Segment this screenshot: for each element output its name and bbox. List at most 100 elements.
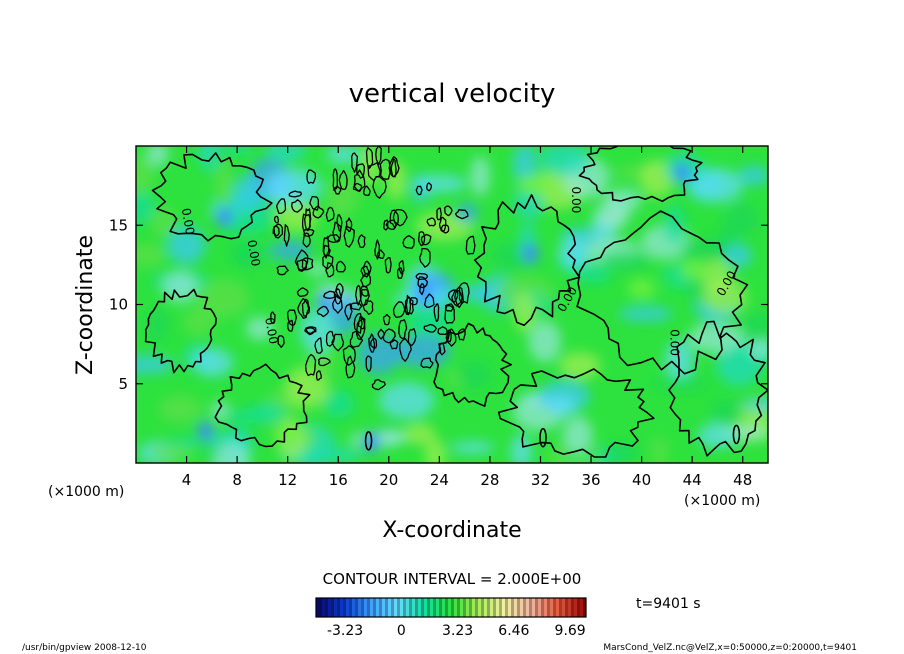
contour-loop (277, 335, 285, 348)
colorbar-stripe (568, 598, 572, 617)
field-blob (605, 444, 642, 461)
colorbar-stripe (418, 598, 422, 617)
colorbar-frame (315, 597, 587, 618)
x-tick-label-6: 28 (480, 471, 499, 489)
plot-area: 0.000.000.000.000.000.000.00 (136, 146, 768, 463)
contour-loop (309, 195, 320, 211)
x-tick-label-7: 32 (531, 471, 550, 489)
field-blob (558, 236, 590, 269)
field-blob (148, 443, 194, 463)
contour-loop (398, 260, 405, 275)
contour-loop (302, 228, 315, 237)
field-blob (513, 291, 536, 333)
field-blob (674, 162, 691, 183)
x-tick-label-4: 20 (379, 471, 398, 489)
contour-loop (345, 217, 353, 233)
contour-loop (316, 305, 330, 318)
contour-loop (444, 303, 455, 312)
field-blob (627, 278, 656, 299)
field-blob (252, 402, 287, 424)
contour-loop (371, 378, 386, 391)
field-blob (650, 436, 668, 463)
contour-loop (351, 152, 358, 173)
colorbar-stripe (499, 598, 503, 617)
field-blob (378, 430, 408, 444)
contour-loop (344, 303, 353, 321)
contour-loop (447, 289, 459, 304)
colorbar-stripe (487, 598, 491, 617)
contour-loop (333, 288, 342, 305)
colorbar-stripe (349, 598, 353, 617)
field-blob (510, 434, 533, 463)
contour-loop (423, 293, 435, 308)
contour-loop (273, 215, 280, 224)
colorbar-stripe (532, 598, 536, 617)
colorbar-stripe (391, 598, 395, 617)
colorbar-tick-label-4: 9.69 (555, 623, 586, 639)
colorbar-stripe (361, 598, 365, 617)
colorbar-stripe (394, 598, 398, 617)
colorbar-stripe (556, 598, 560, 617)
colorbar-stripe (328, 598, 332, 617)
field-blob (197, 421, 214, 442)
contour-loop (436, 207, 442, 221)
contour-loop (457, 328, 466, 341)
colorbar-stripe (406, 598, 410, 617)
colorbar-stripe (340, 598, 344, 617)
field-blob (236, 241, 255, 271)
contour-loop (576, 210, 749, 375)
colorbar-stripe (535, 598, 539, 617)
contour-loop (377, 328, 385, 340)
contour-loop (288, 190, 303, 198)
footer-right: MarsCond_VelZ.nc@VelZ,x=0:50000,z=0:2000… (603, 643, 857, 653)
colorbar-stripe (376, 598, 380, 617)
colorbar-stripe (562, 598, 566, 617)
colorbar-stripe (346, 598, 350, 617)
contour-loop (445, 328, 457, 347)
contour-loop (312, 205, 325, 219)
contour-label-6: 0.00 (569, 187, 583, 214)
velocity-field (136, 146, 768, 463)
contour-loop (367, 162, 381, 182)
contour-loop (296, 287, 309, 298)
contour-loop (275, 198, 287, 214)
field-blob (726, 201, 758, 236)
contour-interval-text: CONTOUR INTERVAL = 2.000E+00 (323, 570, 582, 588)
contour-loop (372, 175, 387, 199)
contour-loop (304, 327, 316, 336)
colorbar-stripe (547, 598, 551, 617)
field-blob (326, 175, 359, 217)
contour-loop (291, 199, 303, 213)
field-blob (528, 320, 562, 363)
field-blob (216, 207, 233, 228)
contour-loop (365, 355, 372, 372)
contour-loop (296, 259, 308, 272)
colorbar-stripe (583, 598, 587, 617)
contour-loop (426, 182, 433, 192)
colorbar-stripe (517, 598, 521, 617)
field-blob (741, 310, 768, 345)
field-blob (378, 382, 435, 420)
contour-loop (438, 216, 447, 233)
colorbar-stripe (367, 598, 371, 617)
contour-lines (144, 146, 768, 458)
colorbar-stripe (319, 598, 323, 617)
colorbar-stripe (511, 598, 515, 617)
x-tick-label-2: 12 (278, 471, 297, 489)
contour-loop (451, 290, 463, 307)
contour-loop (539, 427, 547, 448)
field-blob (265, 168, 323, 205)
field-blob (652, 376, 709, 391)
colorbar-stripe (373, 598, 377, 617)
colorbar-stripe (457, 598, 461, 617)
field-blob (662, 204, 686, 245)
contour-loop (418, 231, 426, 247)
contour-loop (392, 301, 406, 318)
colorbar-stripe (337, 598, 341, 617)
colorbar-stripe (334, 598, 338, 617)
field-blob (317, 291, 334, 312)
y-tick-label-2: 15 (109, 216, 128, 234)
colorbar-stripe (439, 598, 443, 617)
contour-loop (419, 282, 425, 296)
field-blob (233, 175, 263, 212)
